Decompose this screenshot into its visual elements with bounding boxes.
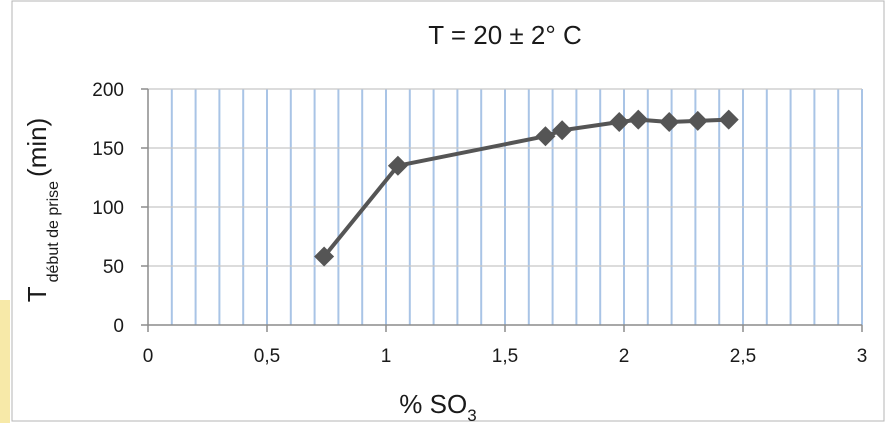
x-axis-label-sub: 3: [467, 406, 476, 423]
y-tick-label: 100: [92, 198, 124, 219]
y-tick-labels: 0 50 100 150 200: [92, 80, 124, 337]
data-point-marker: [535, 126, 556, 147]
y-axis-label-unit: (min): [22, 118, 52, 177]
x-axis-label-main: % SO: [399, 389, 467, 419]
y-axis-label-sub: début de prise: [45, 181, 62, 283]
horizontal-grid: [148, 88, 862, 267]
x-axis-label: % SO3: [399, 389, 476, 423]
x-tick-label: 1,5: [492, 346, 518, 367]
data-point-marker: [552, 120, 573, 141]
axes: [141, 88, 863, 332]
data-point-marker: [687, 110, 708, 131]
data-point-marker: [609, 112, 630, 133]
data-point-marker: [718, 109, 739, 130]
x-tick-labels: 0 0,5 1 1,5 2 2,5 3: [143, 346, 868, 367]
left-accent-strip: [0, 300, 10, 423]
y-axis-label: Tdébut de prise (min): [22, 118, 62, 303]
y-tick-label: 150: [92, 139, 124, 160]
outer-border: [11, 0, 885, 422]
x-tick-label: 1: [381, 346, 392, 367]
x-tick-label: 2,5: [730, 346, 756, 367]
data-point-marker: [387, 155, 408, 176]
y-tick-label: 0: [113, 316, 124, 337]
x-tick-label: 2: [619, 346, 630, 367]
x-tick-label: 0,5: [254, 346, 280, 367]
data-point-marker: [628, 109, 649, 130]
series-group: [314, 109, 739, 267]
y-tick-label: 200: [92, 80, 124, 101]
x-tick-label: 0: [143, 346, 154, 367]
y-tick-label: 50: [103, 257, 124, 278]
x-tick-label: 3: [857, 346, 868, 367]
chart-title: T = 20 ± 2° C: [428, 20, 582, 50]
data-point-marker: [314, 246, 335, 267]
data-point-marker: [659, 112, 680, 133]
y-axis-label-main: T: [22, 286, 52, 302]
